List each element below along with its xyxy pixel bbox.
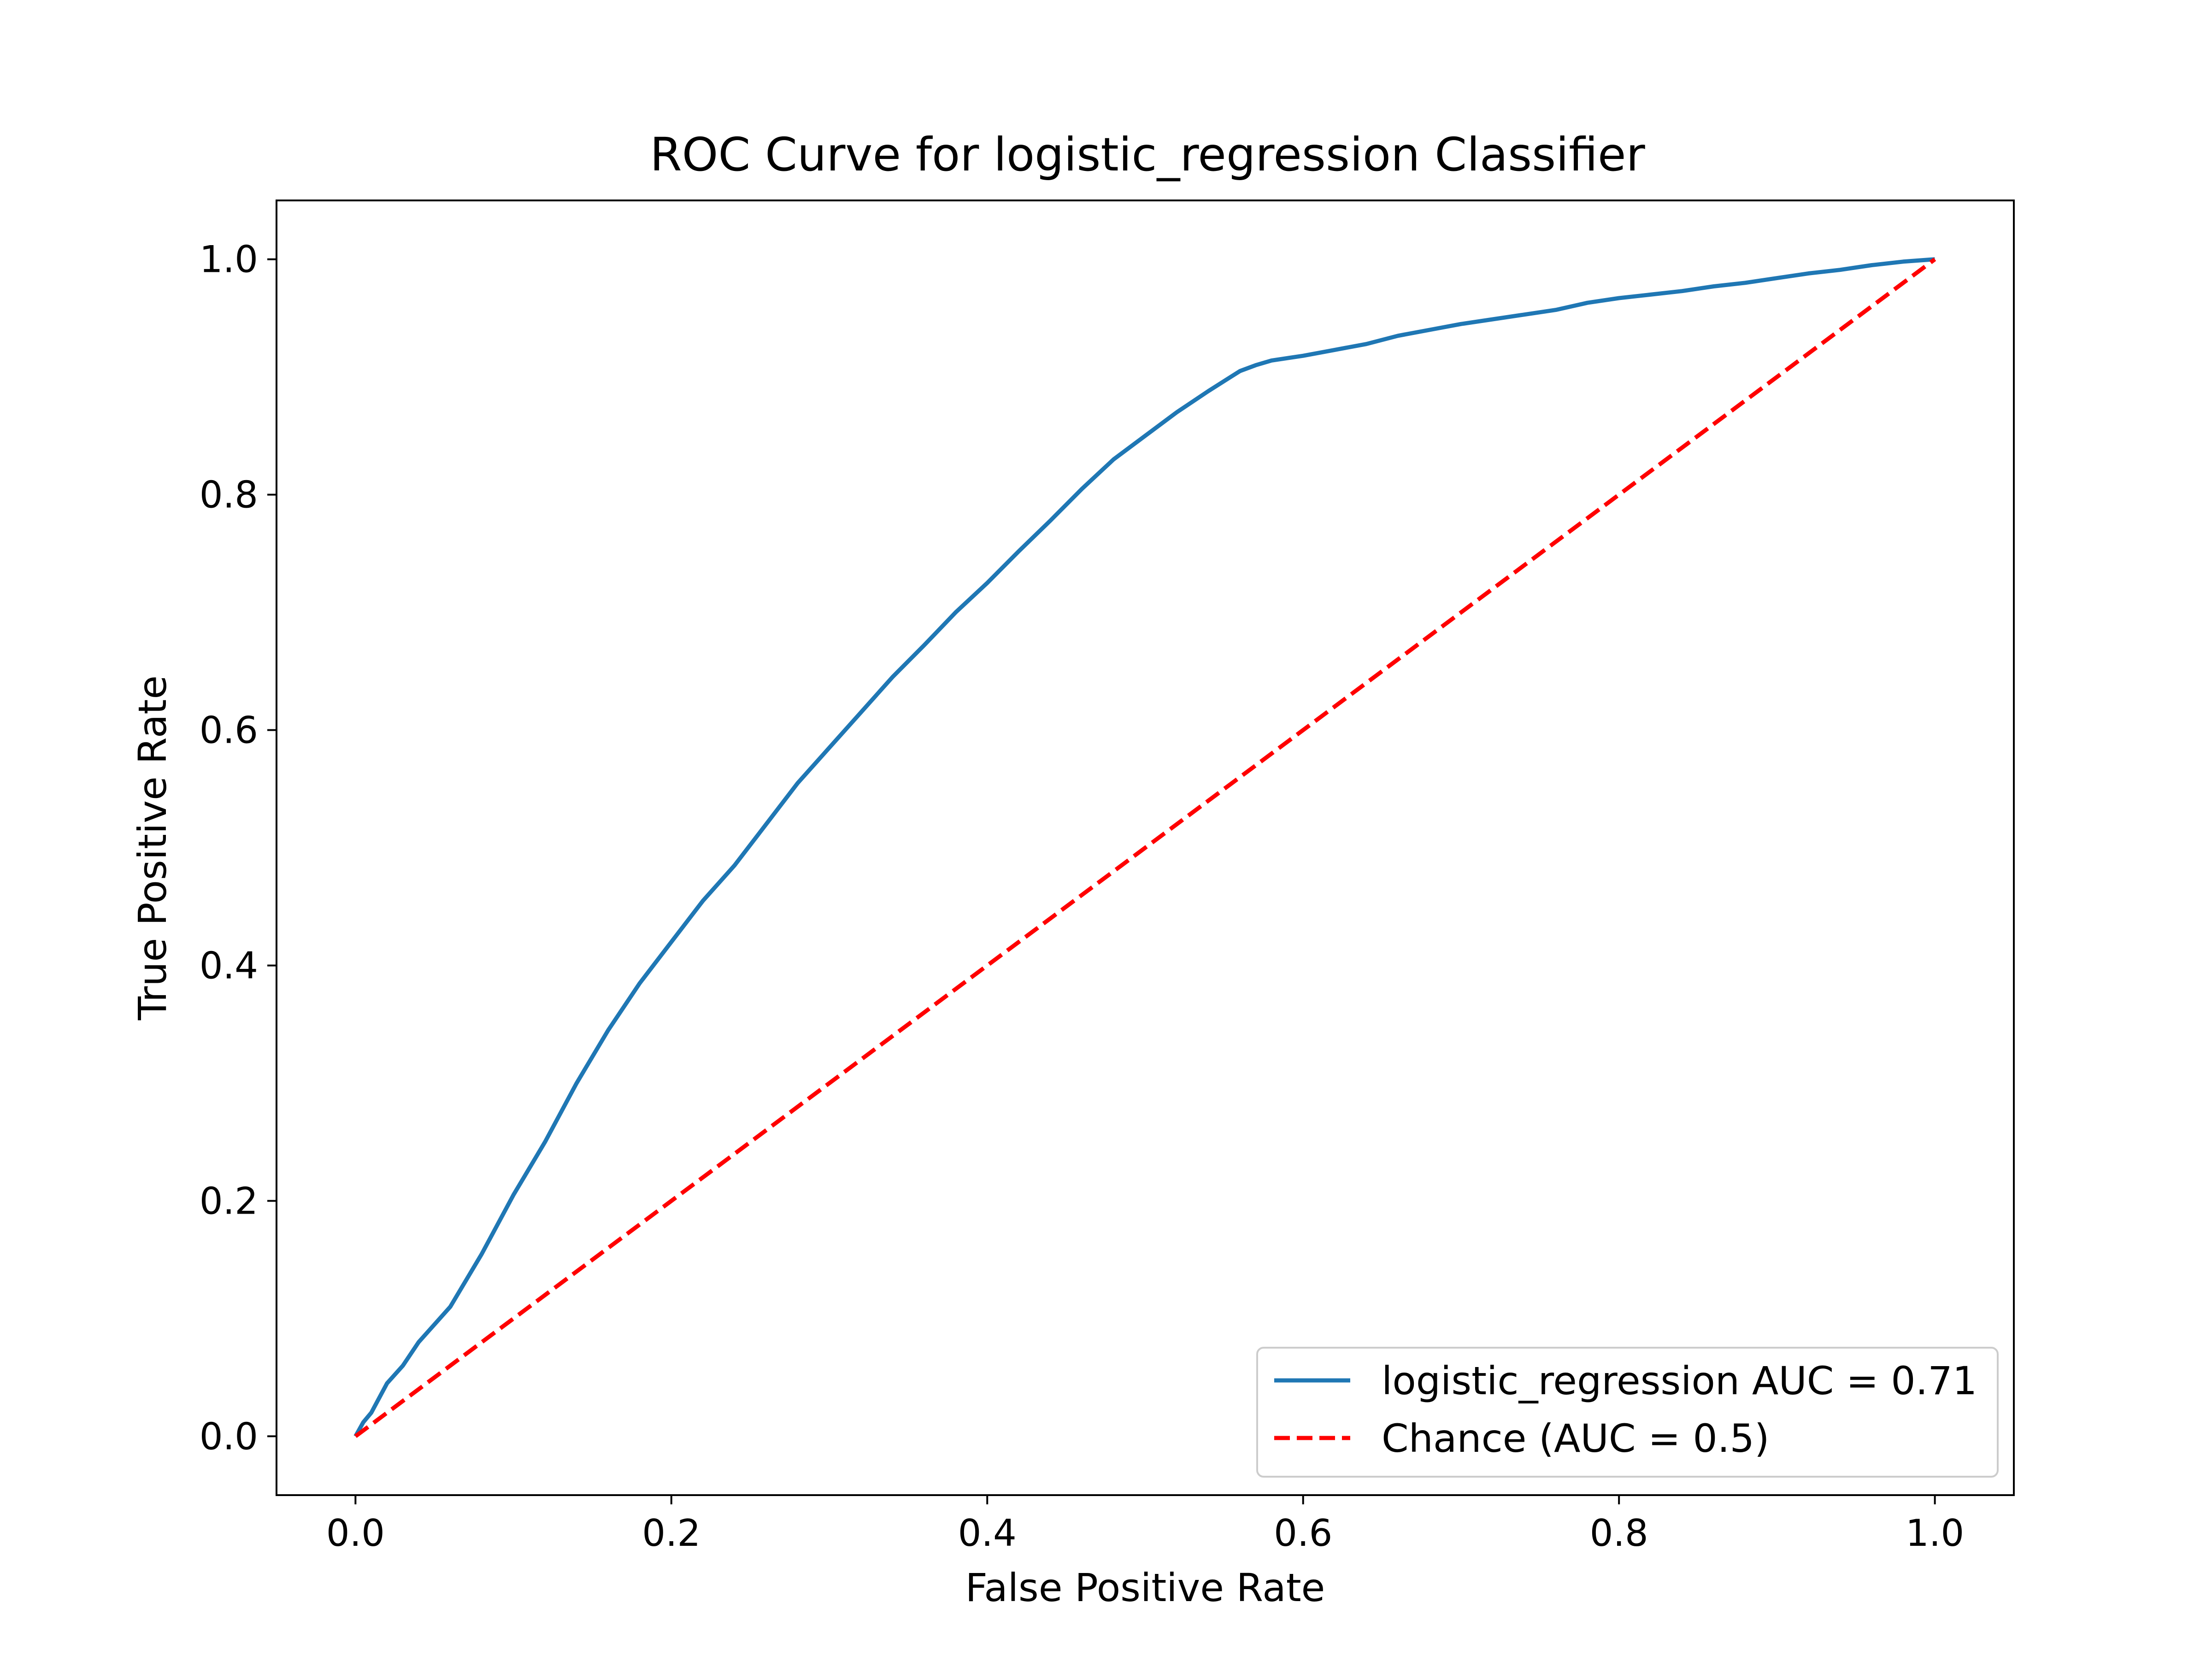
legend-label-roc: logistic_regression AUC = 0.71	[1382, 1358, 1977, 1403]
chance-diagonal-line	[354, 258, 1936, 1438]
x-tick-label: 1.0	[1906, 1512, 1964, 1555]
legend-label-chance: Chance (AUC = 0.5)	[1382, 1416, 1770, 1461]
x-axis-ticks: 0.0 0.2 0.4 0.6 0.8 1.0	[326, 1495, 1964, 1555]
y-tick-label: 0.2	[200, 1180, 258, 1222]
x-tick-label: 0.2	[642, 1512, 700, 1555]
chart-title: ROC Curve for logistic_regression Classi…	[650, 128, 1645, 182]
y-tick-label: 0.6	[200, 709, 258, 752]
x-tick-label: 0.8	[1590, 1512, 1648, 1555]
x-axis-label: False Positive Rate	[965, 1565, 1325, 1610]
y-tick-label: 0.8	[200, 474, 258, 516]
y-tick-label: 0.0	[200, 1415, 258, 1458]
x-tick-label: 0.4	[958, 1512, 1017, 1555]
legend: logistic_regression AUC = 0.71 Chance (A…	[1256, 1347, 1999, 1478]
y-axis-label: True Positive Rate	[130, 675, 175, 1021]
roc-curve-line	[353, 257, 1935, 1438]
axes-frame	[276, 200, 2015, 1496]
x-tick-label: 0.6	[1274, 1512, 1332, 1555]
x-tick-label: 0.0	[326, 1512, 385, 1555]
plot-area	[353, 257, 1936, 1438]
legend-box	[1256, 1347, 1999, 1478]
y-axis-ticks: 0.0 0.2 0.4 0.6 0.8 1.0	[200, 238, 276, 1458]
y-tick-label: 0.4	[200, 944, 258, 987]
y-tick-label: 1.0	[200, 238, 258, 281]
